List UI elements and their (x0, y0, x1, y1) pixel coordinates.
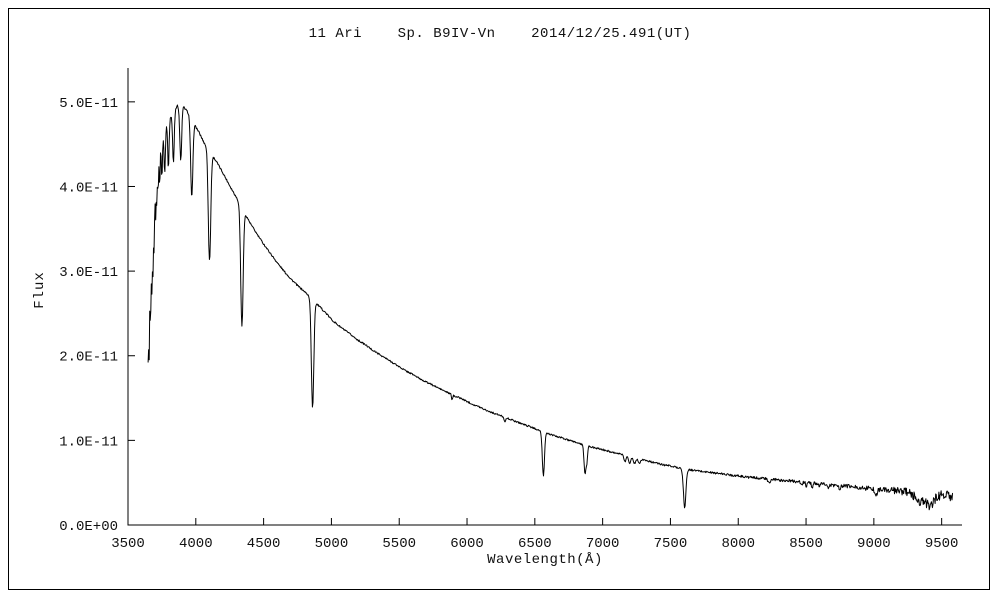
y-tick-label: 2.0E-11 (59, 350, 118, 366)
x-tick-label: 8000 (721, 536, 755, 552)
x-axis-title: Wavelength(Å) (487, 552, 603, 568)
x-tick-label: 6000 (450, 536, 484, 552)
y-tick-label: 5.0E-11 (59, 96, 118, 112)
chart-title: 11 Ari Sp. B9IV-Vn 2014/12/25.491(UT) (308, 26, 692, 42)
x-tick-label: 7000 (586, 536, 620, 552)
x-tick-label: 4000 (179, 536, 213, 552)
y-tick-label: 3.0E-11 (59, 265, 118, 281)
x-tick-label: 6500 (518, 536, 552, 552)
x-tick-label: 5500 (382, 536, 416, 552)
x-tick-label: 9500 (925, 536, 959, 552)
chart-frame (8, 8, 990, 590)
y-tick-label: 4.0E-11 (59, 180, 118, 196)
y-tick-label: 1.0E-11 (59, 434, 118, 450)
x-tick-label: 7500 (654, 536, 688, 552)
x-tick-label: 3500 (111, 536, 145, 552)
x-tick-label: 4500 (247, 536, 281, 552)
x-tick-label: 5000 (315, 536, 349, 552)
x-tick-label: 8500 (789, 536, 823, 552)
y-axis-title: Flux (32, 271, 48, 309)
x-tick-label: 9000 (857, 536, 891, 552)
y-tick-label: 0.0E+00 (59, 519, 118, 535)
spectrum-line (147, 104, 953, 511)
